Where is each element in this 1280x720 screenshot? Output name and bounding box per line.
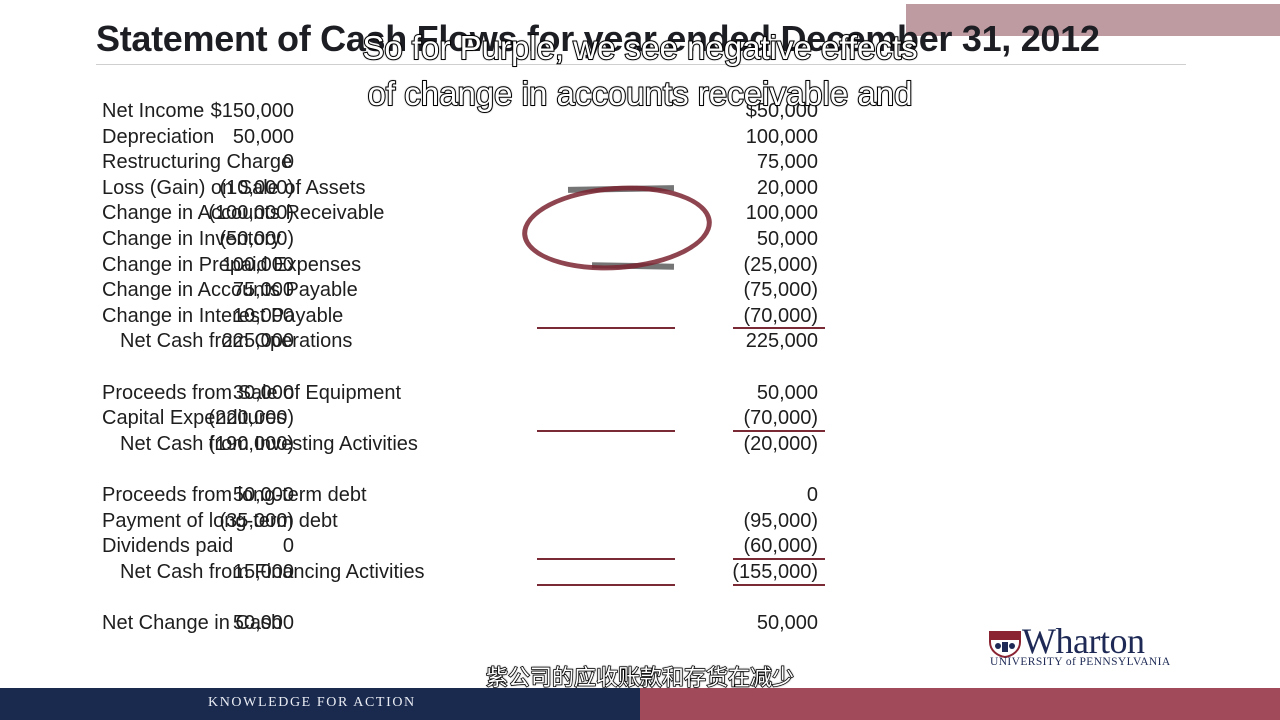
row-value-col2: (70,000) <box>743 305 819 327</box>
subtotal-row: Net Cash from Operations 225,000 225,000 <box>0 328 900 354</box>
statement-row: Capital Expenditures (220,000) (70,000) <box>0 405 900 431</box>
statement-row: Change in Accounts Payable 75,000 (75,00… <box>0 277 900 303</box>
row-label: Dividends paid <box>102 535 234 557</box>
row-label: Change in Inventory <box>102 228 282 250</box>
row-value-col1: 75,000 <box>232 279 294 301</box>
row-value-col2: 50,000 <box>756 382 818 404</box>
row-value-col1: (50,000) <box>219 228 295 250</box>
row-label: Loss (Gain) on Sale of Assets <box>102 177 366 199</box>
row-value-col2: (60,000) <box>743 535 819 557</box>
video-caption: So for Purple, we see negative effects o… <box>240 25 1040 117</box>
footer-tagline: KNOWLEDGE FOR ACTION <box>208 695 416 710</box>
row-value-col2: 50,000 <box>756 612 818 634</box>
row-value-col1: 30,000 <box>232 382 294 404</box>
logo-wordmark: Wharton <box>1022 621 1145 661</box>
statement-row: Depreciation 50,000 100,000 <box>0 124 900 150</box>
statement-row: Change in Interest Payable 10,000 (70,00… <box>0 303 900 329</box>
row-value-col1: 50,000 <box>232 612 294 634</box>
subtotal-rule <box>537 430 675 432</box>
row-value-col2: (70,000) <box>743 407 819 429</box>
row-label: Capital Expenditures <box>102 407 287 429</box>
row-value-col1: (35,000) <box>219 510 295 532</box>
subtotal-row: Net Cash from Investing Activities (190,… <box>0 431 900 457</box>
subtotal-rule <box>733 327 825 329</box>
row-value-col1: 10,000 <box>232 305 294 327</box>
title-divider <box>96 64 1186 65</box>
row-value-col1: (10,000) <box>219 177 295 199</box>
total-rule <box>733 584 825 586</box>
row-value-col2: $50,000 <box>745 100 818 122</box>
row-value-col1: 0 <box>282 535 294 557</box>
subtotal-rule <box>733 558 825 560</box>
row-label: Proceeds from long-term debt <box>102 484 367 506</box>
row-label: Net Cash from Investing Activities <box>120 433 418 455</box>
row-value-col1: 50,000 <box>232 126 294 148</box>
row-label: Change in Accounts Receivable <box>102 202 385 224</box>
row-value-col1: (190,000) <box>208 433 294 455</box>
row-value-col2: 100,000 <box>745 126 818 148</box>
translated-subtitle: 紫公司的应收账款和存货在减少 <box>485 665 795 692</box>
footer-bar-left: KNOWLEDGE FOR ACTION <box>0 688 640 720</box>
row-label: Restructuring Charge <box>102 151 293 173</box>
row-value-col1: $150,000 <box>210 100 294 122</box>
caption-line: So for Purple, we see negative effects <box>361 28 918 67</box>
subtotal-rule <box>733 430 825 432</box>
statement-row: Restructuring Charge 0 75,000 <box>0 149 900 175</box>
row-value-col1: (220,000) <box>208 407 294 429</box>
statement-row: Payment of long-term debt (35,000) (95,0… <box>0 508 900 534</box>
subtotal-rule <box>537 327 675 329</box>
row-value-col2: 20,000 <box>756 177 818 199</box>
statement-row: Net Income $150,000 $50,000 <box>0 98 900 124</box>
row-label: Net Cash from Operations <box>120 330 353 352</box>
subtotal-rule <box>537 558 675 560</box>
top-accent-bar <box>906 4 1280 36</box>
caption-line: of change in accounts receivable and <box>367 74 914 113</box>
footer-bar-right <box>640 688 1280 720</box>
row-value-col2: 100,000 <box>745 202 818 224</box>
subtotal-row: Net Cash from Financing Activities 15,00… <box>0 559 900 585</box>
net-change-row: Net Change in Cash 50,000 50,000 <box>0 610 900 636</box>
statement-row: Dividends paid 0 (60,000) <box>0 533 900 559</box>
row-value-col2: (25,000) <box>743 254 819 276</box>
row-label: Change in Prepaid Expenses <box>102 254 362 276</box>
row-value-col2: 225,000 <box>745 330 818 352</box>
statement-row: Change in Accounts Receivable (100,000) … <box>0 200 900 226</box>
row-label: Proceeds from Sale of Equipment <box>102 382 402 404</box>
logo-subline: UNIVERSITY of PENNSYLVANIA <box>990 656 1171 668</box>
row-value-col1: 50,000 <box>232 484 294 506</box>
row-label: Net Cash from Financing Activities <box>120 561 425 583</box>
row-label: Depreciation <box>102 126 215 148</box>
row-label: Payment of long-term debt <box>102 510 338 532</box>
row-label: Net Change in Cash <box>102 612 283 634</box>
row-value-col2: 75,000 <box>756 151 818 173</box>
row-value-col1: 0 <box>282 151 294 173</box>
row-value-col1: 100,000 <box>221 254 294 276</box>
slide-title: Statement of Cash Flows for year ended D… <box>96 18 1100 59</box>
row-value-col2: (20,000) <box>743 433 819 455</box>
total-rule <box>537 584 675 586</box>
row-value-col1: 15,000 <box>232 561 294 583</box>
statement-row: Loss (Gain) on Sale of Assets (10,000) 2… <box>0 175 900 201</box>
row-label: Change in Accounts Payable <box>102 279 358 301</box>
row-value-col2: (95,000) <box>743 510 819 532</box>
penn-shield-icon <box>989 631 1021 658</box>
statement-row: Proceeds from Sale of Equipment 30,000 5… <box>0 380 900 406</box>
row-label: Net Income <box>102 100 205 122</box>
row-value-col1: 225,000 <box>221 330 294 352</box>
row-value-col1: (100,000) <box>208 202 294 224</box>
row-value-col2: 0 <box>806 484 818 506</box>
row-value-col2: 50,000 <box>756 228 818 250</box>
row-value-col2: (155,000) <box>732 561 818 583</box>
statement-row: Change in Inventory (50,000) 50,000 <box>0 226 900 252</box>
row-label: Change in Interest Payable <box>102 305 344 327</box>
statement-row: Change in Prepaid Expenses 100,000 (25,0… <box>0 252 900 278</box>
statement-row: Proceeds from long-term debt 50,000 0 <box>0 482 900 508</box>
wharton-logo: Wharton UNIVERSITY of PENNSYLVANIA <box>988 621 1198 674</box>
row-value-col2: (75,000) <box>743 279 819 301</box>
